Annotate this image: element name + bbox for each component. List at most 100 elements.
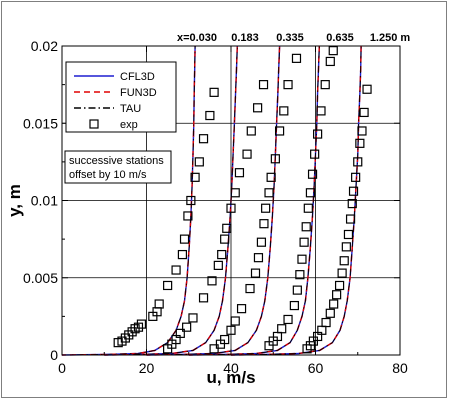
fun3d-profile-line xyxy=(230,45,362,356)
exp-data-point xyxy=(220,334,230,345)
exp-data-point xyxy=(209,87,219,97)
station-label: x=0.030 xyxy=(177,32,217,44)
x-tick-label: 40 xyxy=(223,360,239,376)
exp-data-point xyxy=(259,219,269,229)
legend: CFL3D FUN3D TAU exp xyxy=(65,61,177,133)
exp-data-point xyxy=(283,314,293,325)
exp-data-point xyxy=(183,211,193,221)
exp-data-point xyxy=(332,290,342,300)
exp-data-point xyxy=(343,229,354,240)
exp-data-point xyxy=(213,260,223,270)
exp-data-point xyxy=(234,168,245,178)
offset-note-line-2: offset by 10 m/s xyxy=(69,169,147,181)
y-tick-label: 0.015 xyxy=(23,115,58,131)
exp-data-point xyxy=(321,317,331,328)
legend-label-tau: TAU xyxy=(120,103,141,115)
tau-profile-line xyxy=(146,45,281,356)
x-axis-label: u, m/s xyxy=(206,368,255,387)
exp-data-point xyxy=(130,324,140,334)
exp-data-point xyxy=(310,149,320,159)
exp-data-point xyxy=(302,344,312,354)
exp-data-point xyxy=(230,188,240,198)
y-axis-label: y, m xyxy=(5,184,24,217)
fun3d-profile-line xyxy=(146,45,281,356)
exp-data-point xyxy=(179,234,190,244)
exp-data-point xyxy=(177,249,188,260)
exp-data-point xyxy=(246,126,256,136)
exp-data-point xyxy=(253,103,263,113)
y-tick-label: 0.01 xyxy=(31,193,58,209)
exp-data-point xyxy=(359,107,369,118)
legend-box xyxy=(65,61,177,133)
exp-data-point xyxy=(182,322,192,332)
tau-profile-line xyxy=(61,45,196,356)
exp-data-point xyxy=(362,84,372,94)
exp-data-point xyxy=(328,46,338,56)
x-tick-label: 20 xyxy=(139,360,155,376)
exp-data-point xyxy=(355,138,365,148)
exp-data-point xyxy=(245,283,255,294)
exp-data-point xyxy=(250,268,261,278)
exp-data-point xyxy=(175,328,185,338)
exp-data-point xyxy=(345,214,356,224)
exp-data-point xyxy=(348,186,359,196)
exp-data-point xyxy=(283,80,293,90)
exp-data-point xyxy=(190,172,200,182)
exp-data-point xyxy=(292,285,302,295)
exp-data-point xyxy=(236,304,247,314)
x-tick-label: 60 xyxy=(308,360,324,376)
legend-label-exp: exp xyxy=(120,119,138,131)
exp-data-point xyxy=(305,188,316,198)
exp-data-point xyxy=(154,299,164,309)
exp-data-point xyxy=(291,53,302,63)
exp-data-point xyxy=(209,344,219,354)
station-labels: x=0.030 0.183 0.335 0.635 1.250 m xyxy=(177,32,410,44)
exp-data-point xyxy=(226,203,236,213)
station-label: 0.183 xyxy=(231,32,259,44)
fun3d-profile-line xyxy=(61,45,196,356)
exp-data-point xyxy=(198,134,209,144)
exp-data-point xyxy=(313,129,323,139)
exp-data-point xyxy=(188,313,198,323)
exp-data-point xyxy=(307,169,318,179)
exp-data-point xyxy=(230,316,240,326)
exp-data-point xyxy=(277,324,287,334)
exp-data-point xyxy=(305,341,316,351)
exp-data-point xyxy=(258,80,269,90)
exp-data-point xyxy=(117,336,127,346)
exp-data-point xyxy=(270,154,280,164)
station-label: 0.635 xyxy=(326,32,354,44)
exp-data-point xyxy=(133,322,144,332)
y-tick-label: 0 xyxy=(50,347,58,363)
exp-data-point xyxy=(163,280,173,291)
axis-ticks: 0 20 40 60 80 0 0.005 0.01 0.015 0.02 xyxy=(23,38,408,376)
tau-profile-line xyxy=(230,45,362,356)
x-tick-label: 0 xyxy=(58,360,66,376)
exp-data-point xyxy=(334,280,345,291)
exp-data-point xyxy=(127,327,137,337)
exp-data-point xyxy=(339,256,349,266)
y-tick-label: 0.005 xyxy=(23,270,58,286)
exp-data-point xyxy=(325,308,335,318)
exp-data-point xyxy=(120,333,130,343)
exp-data-point xyxy=(264,188,274,198)
exp-data-point xyxy=(274,126,285,136)
legend-swatch-exp xyxy=(89,119,99,129)
exp-data-point xyxy=(347,198,357,209)
exp-data-point xyxy=(303,203,313,213)
exp-data-point xyxy=(337,268,347,278)
exp-data-point xyxy=(301,222,311,232)
legend-label-fun3d: FUN3D xyxy=(120,87,157,99)
exp-data-point xyxy=(186,195,196,206)
exp-data-point xyxy=(341,242,351,252)
tau-profile-line xyxy=(104,45,238,356)
exp-data-point xyxy=(297,254,307,264)
exp-data-point xyxy=(205,110,215,121)
exp-markers xyxy=(113,46,372,354)
x-tick-label: 80 xyxy=(392,360,408,376)
exp-data-point xyxy=(256,237,267,247)
cfd-curves xyxy=(61,45,362,356)
offset-note-line-1: successive stations xyxy=(69,155,164,167)
exp-data-point xyxy=(124,330,134,340)
